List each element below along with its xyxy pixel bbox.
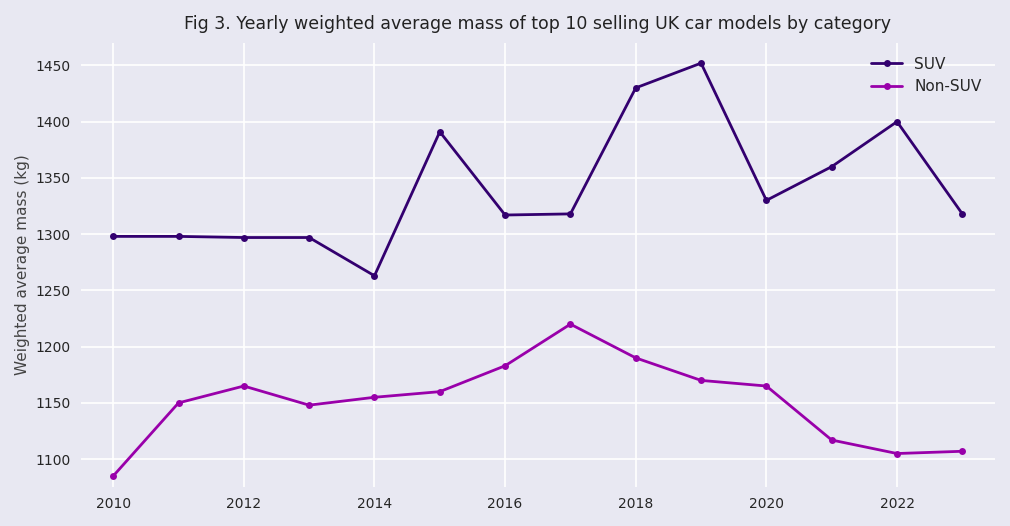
Non-SUV <box>695 377 707 383</box>
Non-SUV <box>891 450 903 457</box>
Non-SUV <box>761 383 773 389</box>
SUV <box>107 233 119 239</box>
SUV <box>956 211 969 217</box>
SUV <box>891 118 903 125</box>
Line: Non-SUV: Non-SUV <box>110 321 966 480</box>
Non-SUV <box>433 389 445 395</box>
SUV <box>825 164 837 170</box>
Non-SUV <box>173 400 185 406</box>
Non-SUV <box>629 355 641 361</box>
SUV <box>237 235 249 241</box>
Legend: SUV, Non-SUV: SUV, Non-SUV <box>866 50 988 100</box>
SUV <box>629 85 641 91</box>
SUV <box>433 129 445 135</box>
Non-SUV <box>107 473 119 479</box>
Non-SUV <box>303 402 315 408</box>
Line: SUV: SUV <box>110 59 966 279</box>
Non-SUV <box>565 321 577 327</box>
SUV <box>369 272 381 279</box>
Non-SUV <box>499 362 511 369</box>
Non-SUV <box>825 437 837 443</box>
SUV <box>695 60 707 66</box>
Non-SUV <box>956 448 969 454</box>
SUV <box>499 212 511 218</box>
SUV <box>173 233 185 239</box>
Y-axis label: Weighted average mass (kg): Weighted average mass (kg) <box>15 155 30 376</box>
Title: Fig 3. Yearly weighted average mass of top 10 selling UK car models by category: Fig 3. Yearly weighted average mass of t… <box>184 15 891 33</box>
SUV <box>565 211 577 217</box>
Non-SUV <box>237 383 249 389</box>
SUV <box>303 235 315 241</box>
Non-SUV <box>369 394 381 400</box>
SUV <box>761 197 773 204</box>
